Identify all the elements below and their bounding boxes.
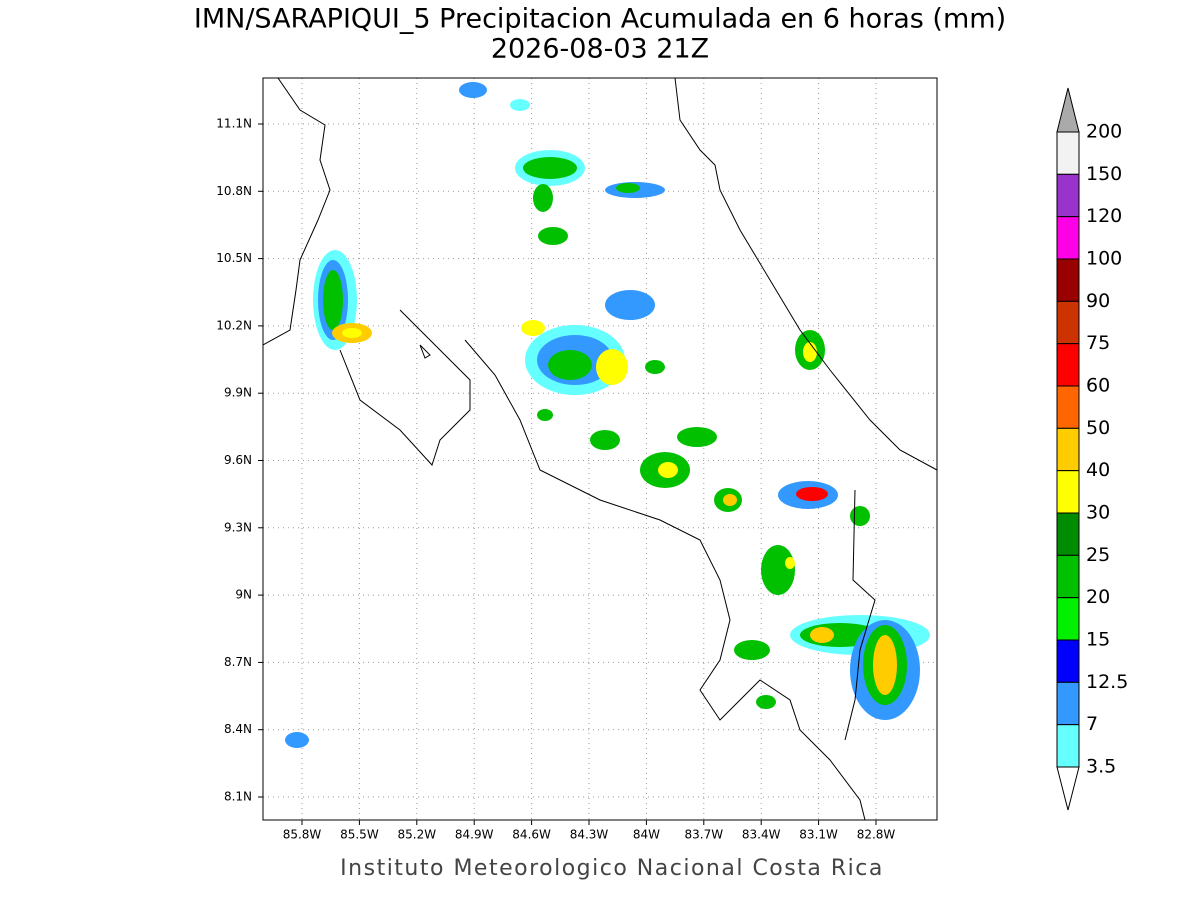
colorbar-label: 60	[1086, 375, 1110, 397]
lon-label: 84.3W	[570, 828, 609, 842]
lat-label: 9.6N	[224, 453, 252, 467]
colorbar-box	[1056, 258, 1080, 302]
colorbar-box	[1056, 216, 1080, 260]
colorbar-box	[1056, 512, 1080, 556]
lon-label: 85.5W	[340, 828, 379, 842]
colorbar-label: 20	[1086, 586, 1110, 608]
colorbar-label: 200	[1086, 121, 1122, 143]
lat-label: 9N	[235, 588, 252, 602]
colorbar-box	[1056, 300, 1080, 345]
colorbar-box	[1056, 343, 1080, 387]
colorbar-label: 75	[1086, 332, 1110, 354]
coastlines	[263, 78, 937, 820]
colorbar-box	[1056, 724, 1080, 768]
colorbar-label: 25	[1086, 544, 1110, 566]
colorbar-box	[1056, 554, 1080, 599]
axis-ticks: 11.1N 10.8N 10.5N 10.2N 9.9N 9.6N 9.3N 9N 8.7N 8.…	[216, 117, 895, 842]
lon-label: 85.8W	[283, 828, 322, 842]
rain-cells	[285, 82, 930, 748]
lat-label: 10.8N	[216, 184, 252, 198]
colorbar-box	[1056, 427, 1080, 472]
colorbar-box	[1056, 385, 1080, 429]
colorbar-label: 150	[1086, 163, 1122, 185]
colorbar-label: 7	[1086, 713, 1098, 735]
lat-label: 9.3N	[224, 520, 252, 534]
colorbar-box	[1056, 639, 1080, 683]
colorbar-label: 30	[1086, 502, 1110, 524]
lat-label: 11.1N	[216, 117, 252, 131]
colorbar-over	[1056, 87, 1080, 133]
title: IMN/SARAPIQUI_5 Precipitacion Acumulada …	[194, 4, 1006, 35]
colorbar-box	[1056, 131, 1080, 175]
lat-label: 9.9N	[224, 386, 252, 400]
lon-label: 84.6W	[512, 828, 551, 842]
lon-label: 83.4W	[742, 828, 781, 842]
lon-label: 82.8W	[857, 828, 896, 842]
colorbar-under	[1056, 766, 1080, 811]
colorbar-label: 12.5	[1086, 671, 1128, 693]
lon-label: 85.2W	[398, 828, 437, 842]
colorbar-label: 50	[1086, 417, 1110, 439]
colorbar-label: 100	[1086, 248, 1122, 270]
colorbar-box	[1056, 173, 1080, 218]
precipitation	[285, 82, 930, 748]
colorbar-label: 40	[1086, 459, 1110, 481]
colorbar-box	[1056, 681, 1080, 726]
colorbar-label: 90	[1086, 290, 1110, 312]
lon-label: 84W	[633, 828, 660, 842]
colorbar-label: 15	[1086, 629, 1110, 651]
lat-label: 10.5N	[216, 251, 252, 265]
lat-label: 8.1N	[224, 790, 252, 804]
subtitle: 2026-08-03 21Z	[491, 34, 709, 65]
colorbar-box	[1056, 470, 1080, 514]
colorbar-box	[1056, 597, 1080, 641]
colorbar-label: 120	[1086, 205, 1122, 227]
map-frame	[262, 77, 938, 821]
lon-label: 83.1W	[799, 828, 838, 842]
lat-label: 8.4N	[224, 722, 252, 736]
lon-label: 83.7W	[685, 828, 724, 842]
colorbar: 200 150 120 100 90 75 60 50 40 30 25 20 15 12.5 7 3.5	[1056, 87, 1128, 811]
lat-label: 10.2N	[216, 318, 252, 332]
lat-label: 8.7N	[224, 655, 252, 669]
colorbar-label: 3.5	[1086, 756, 1116, 778]
footer: Instituto Meteorologico Nacional Costa R…	[340, 856, 884, 881]
lon-label: 84.9W	[455, 828, 494, 842]
